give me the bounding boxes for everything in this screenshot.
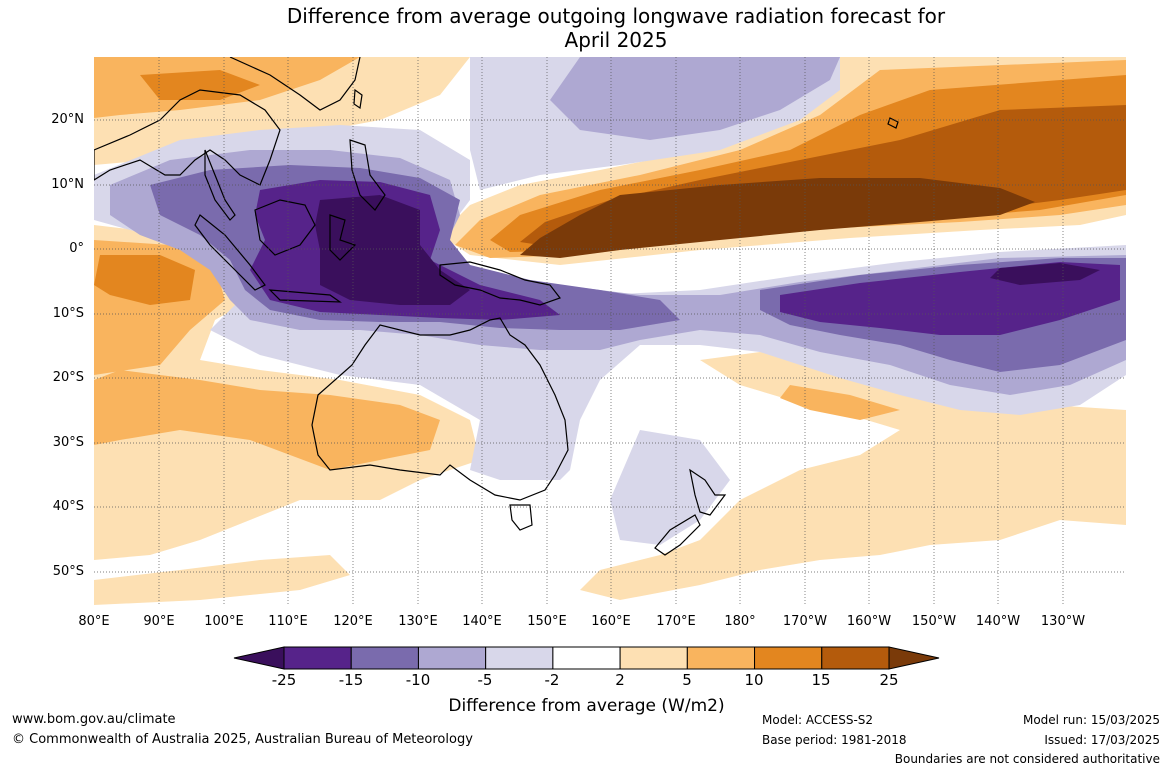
issued-date: Issued: 17/03/2025 <box>1044 733 1160 747</box>
lon-label-140e: 140°E <box>462 614 502 629</box>
map-title: Difference from average outgoing longwav… <box>0 4 1173 52</box>
new-zealand-north-coast <box>689 468 727 516</box>
lon-label-100e: 100°E <box>204 614 244 629</box>
lon-label-170e: 170°E <box>656 614 696 629</box>
lat-label-10n: 10°N <box>51 177 84 192</box>
lon-label-140w: 140°W <box>975 614 1021 629</box>
colorbar-tick-10: 10 <box>744 671 764 689</box>
lon-label-160w: 160°W <box>846 614 892 629</box>
colorbar-tick-minus5: -5 <box>477 671 493 689</box>
colorbar-segment-2 <box>417 646 487 670</box>
new-guinea-coast <box>439 261 561 306</box>
mid-orange-south-central <box>780 385 900 420</box>
lat-label-equator: 0° <box>69 241 84 256</box>
colorbar-label: Difference from average (W/m2) <box>448 696 725 716</box>
darkest-purple-maritime <box>315 195 470 305</box>
borneo-coast <box>254 199 316 256</box>
colorbar-tick-minus15: -15 <box>338 671 364 689</box>
asia-coast <box>94 89 281 186</box>
light-orange-south-east <box>580 352 1126 600</box>
mid-orange-south-west <box>94 370 440 470</box>
coastlines <box>94 57 899 556</box>
lon-label-130e: 130°E <box>398 614 438 629</box>
lon-label-180: 180° <box>724 614 756 629</box>
colorbar-segment-8 <box>821 646 890 670</box>
lon-label-150e: 150°E <box>527 614 567 629</box>
negative-anomaly-layer <box>94 57 1126 545</box>
colorbar-segment-high-extension <box>888 646 940 670</box>
lat-label-20n: 20°N <box>51 112 84 127</box>
graticule <box>94 57 1126 605</box>
lon-label-160e: 160°E <box>591 614 631 629</box>
lon-label-110e: 110°E <box>268 614 308 629</box>
colorbar-segment-7 <box>754 646 823 670</box>
lon-label-120e: 120°E <box>333 614 373 629</box>
colorbar-tick-minus25: -25 <box>271 671 297 689</box>
colorbar-segment-0 <box>283 646 352 670</box>
australia-coast <box>311 317 569 501</box>
darkest-orange-core <box>520 178 1035 258</box>
orange-north-west <box>140 70 260 100</box>
colorbar-tick-minus10: -10 <box>405 671 431 689</box>
sumatra-coast <box>194 214 266 291</box>
positive-anomaly-layer <box>94 57 1126 605</box>
colorbar-tick-2: 2 <box>615 671 625 689</box>
colorbar <box>233 646 940 670</box>
boundaries-disclaimer: Boundaries are not considered authoritat… <box>894 752 1160 766</box>
lon-label-80e: 80°E <box>78 614 110 629</box>
lat-label-40s: 40°S <box>52 499 84 514</box>
colorbar-tick-15: 15 <box>811 671 831 689</box>
java-coast <box>268 289 342 303</box>
lavender-north <box>550 57 840 140</box>
colorbar-segment-5 <box>619 646 688 670</box>
light-purple-tasman <box>610 430 730 545</box>
title-line-2: April 2025 <box>564 28 668 52</box>
light-orange-south-west <box>94 555 350 605</box>
olr-anomaly-map <box>94 57 1126 605</box>
model-run-date: Model run: 15/03/2025 <box>1022 713 1160 727</box>
colorbar-segment-4 <box>552 646 621 670</box>
colorbar-tick-25: 25 <box>879 671 899 689</box>
colorbar-tick-5: 5 <box>682 671 692 689</box>
hawaii-coast <box>887 117 899 129</box>
orange-west <box>94 255 195 305</box>
lat-label-10s: 10°S <box>52 306 84 321</box>
lon-label-90e: 90°E <box>143 614 175 629</box>
copyright-text: © Commonwealth of Australia 2025, Austra… <box>12 732 473 747</box>
colorbar-tick-minus2: -2 <box>544 671 560 689</box>
new-zealand-south-coast <box>654 514 701 556</box>
colorbar-segments <box>233 646 940 670</box>
tasmania-coast <box>509 504 533 531</box>
base-period: Base period: 1981-2018 <box>762 733 907 747</box>
taiwan-coast <box>353 88 363 110</box>
title-line-1: Difference from average outgoing longwav… <box>286 4 946 28</box>
darkest-purple-south-pacific <box>990 263 1100 285</box>
colorbar-segment-low-extension <box>233 646 285 670</box>
sulawesi-coast <box>329 214 357 261</box>
malay-peninsula-coast <box>204 149 236 221</box>
china-coast <box>229 57 361 111</box>
model-name: Model: ACCESS-S2 <box>762 713 874 727</box>
website-link[interactable]: www.bom.gov.au/climate <box>12 712 176 727</box>
colorbar-segment-6 <box>686 646 756 670</box>
lon-label-130w: 130°W <box>1040 614 1086 629</box>
colorbar-segment-1 <box>350 646 419 670</box>
lat-label-20s: 20°S <box>52 370 84 385</box>
colorbar-segment-3 <box>485 646 554 670</box>
lat-label-50s: 50°S <box>52 564 84 579</box>
lon-label-170w: 170°W <box>782 614 828 629</box>
lat-label-30s: 30°S <box>52 435 84 450</box>
lon-label-150w: 150°W <box>911 614 957 629</box>
